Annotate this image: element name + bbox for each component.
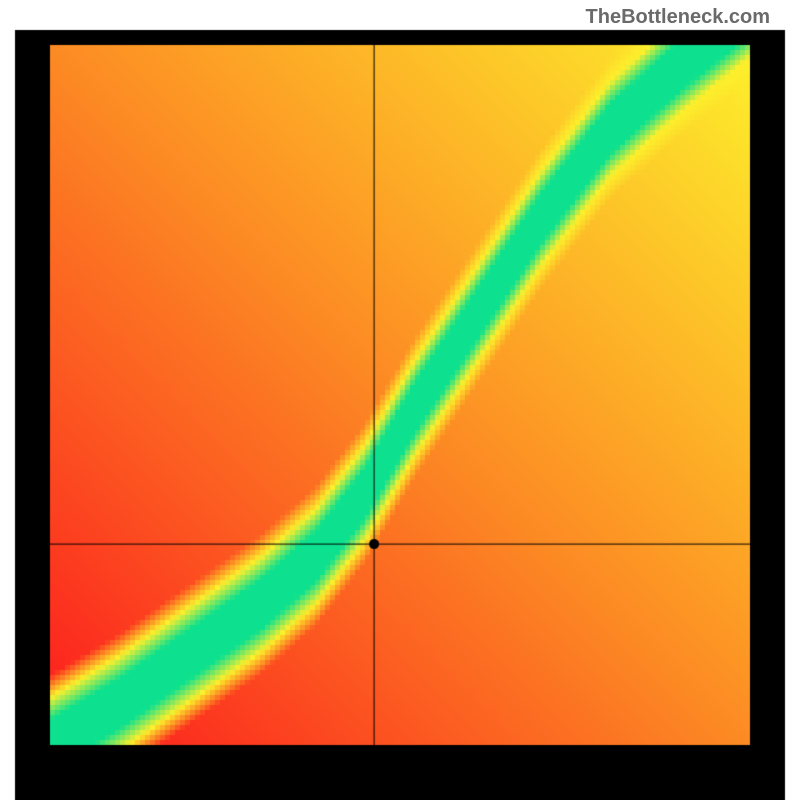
- heatmap-canvas: [0, 0, 800, 800]
- attribution-text: TheBottleneck.com: [586, 6, 770, 29]
- chart-container: TheBottleneck.com: [0, 0, 800, 800]
